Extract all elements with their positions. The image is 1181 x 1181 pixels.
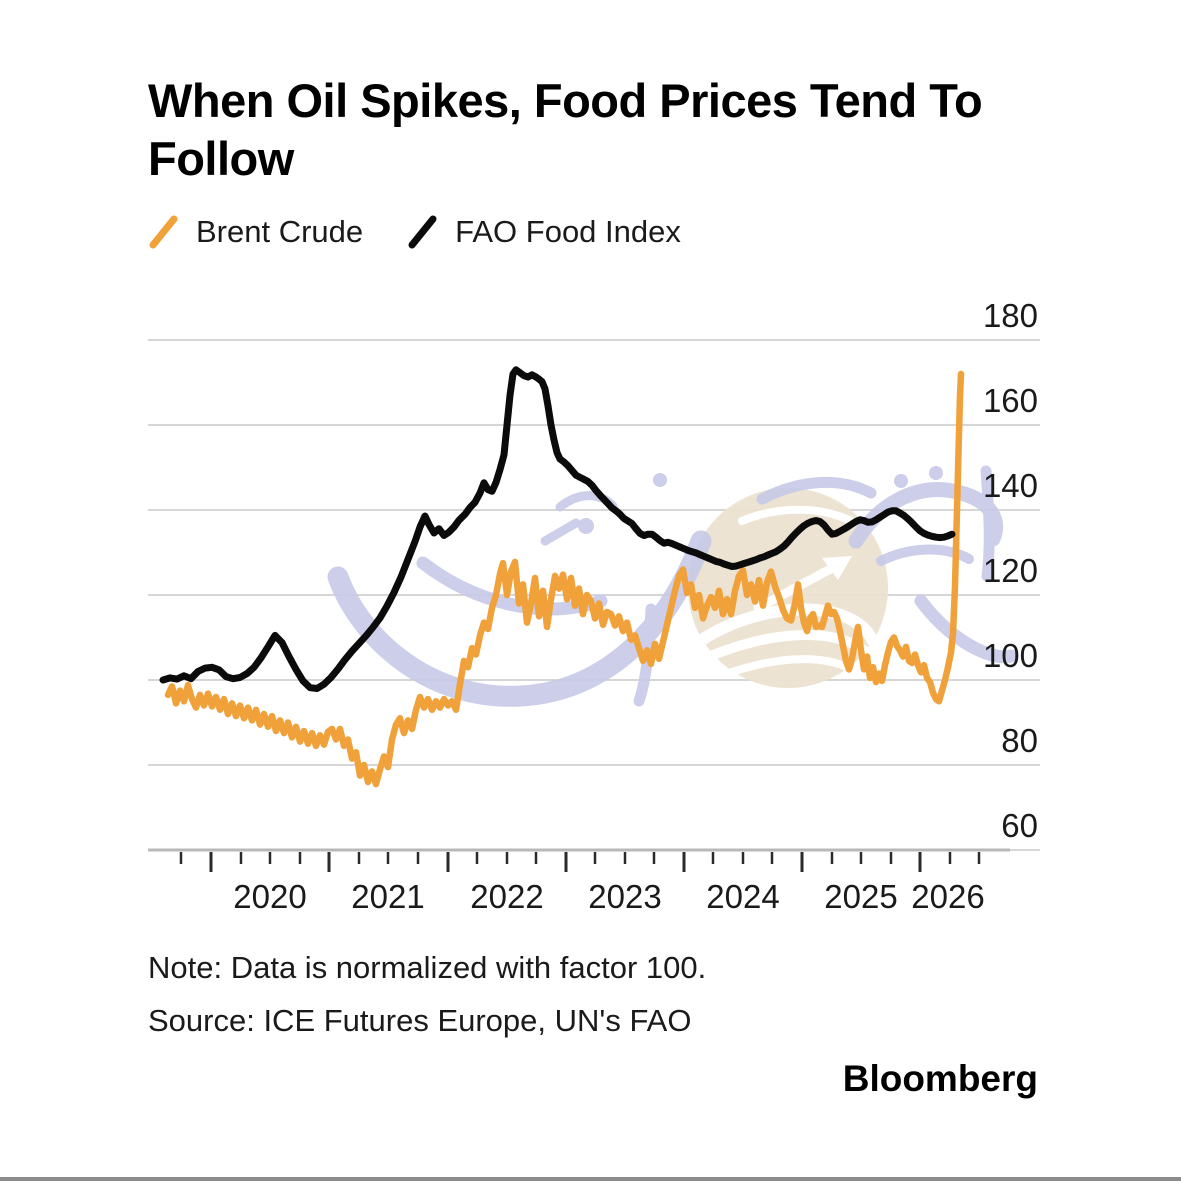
y-axis-label-120: 120 — [983, 552, 1038, 589]
x-axis-label-2020: 2020 — [233, 878, 306, 915]
fao-food-index-slash-icon — [408, 215, 437, 249]
brent-crude-slash-icon — [149, 215, 178, 249]
x-axis-label-2026: 2026 — [911, 878, 984, 915]
y-axis-label-140: 140 — [983, 467, 1038, 504]
chart-title: When Oil Spikes, Food Prices Tend To Fol… — [148, 72, 1048, 188]
chart-title-line1: When Oil Spikes, Food Prices Tend To — [148, 74, 983, 127]
x-axis-label-2021: 2021 — [351, 878, 424, 915]
x-axis-label-2023: 2023 — [588, 878, 661, 915]
x-axis-label-2024: 2024 — [706, 878, 779, 915]
chart-source: Source: ICE Futures Europe, UN's FAO — [148, 1003, 692, 1038]
y-axis-label-160: 160 — [983, 382, 1038, 419]
bottom-border-line — [0, 1177, 1181, 1181]
legend-item-brent-crude: Brent Crude — [148, 214, 363, 250]
x-axis-label-2025: 2025 — [824, 878, 897, 915]
x-axis-label-2022: 2022 — [470, 878, 543, 915]
y-axis-label-180: 180 — [983, 297, 1038, 334]
legend-item-fao-food-index: FAO Food Index — [407, 214, 681, 250]
fao-food-index-swatch-icon — [408, 215, 437, 249]
legend-label-brent-crude: Brent Crude — [196, 214, 364, 249]
chart-title-line2: Follow — [148, 132, 294, 185]
watermark-arrow-icon — [822, 556, 852, 580]
fao-food-index-line — [159, 366, 956, 692]
brent-crude-line — [164, 370, 965, 788]
legend-label-fao-food-index: FAO Food Index — [455, 214, 681, 249]
chart-legend: Brent Crude FAO Food Index — [148, 214, 681, 250]
y-axis-label-80: 80 — [1001, 722, 1038, 759]
brent-crude-swatch-icon — [149, 215, 178, 249]
y-axis-label-100: 100 — [983, 637, 1038, 674]
y-axis-label-60: 60 — [1001, 807, 1038, 844]
bloomberg-logo: Bloomberg — [842, 1058, 1038, 1099]
chart-note: Note: Data is normalized with factor 100… — [148, 950, 707, 985]
